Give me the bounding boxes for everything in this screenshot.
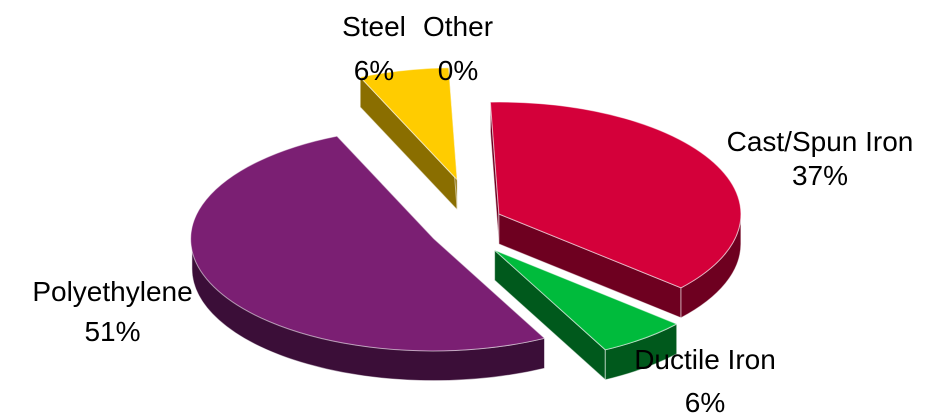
label-name: Ductile Iron [634, 344, 776, 375]
label-polyethylene: Polyethylene 51% [10, 275, 215, 349]
label-name: Cast/Spun Iron [726, 126, 914, 157]
label-value: 6% [353, 55, 395, 86]
label-value: 51% [84, 316, 141, 347]
label-value: 0% [437, 55, 479, 86]
label-other: Other 0% [414, 10, 502, 88]
label-steel: Steel 6% [332, 10, 416, 88]
label-value: 37% [791, 160, 849, 191]
label-name: Steel [342, 11, 406, 42]
label-cast-spun-iron: Cast/Spun Iron 37% [700, 125, 935, 193]
slice-top [190, 135, 546, 352]
pie-slice-steel [359, 67, 458, 212]
slice-top [494, 249, 678, 351]
pie-slice-polyethylene [190, 134, 546, 382]
label-value: 6% [684, 387, 726, 418]
label-name: Other [422, 11, 494, 42]
pie-slice-cast-spun-iron [489, 101, 742, 319]
label-name: Polyethylene [32, 276, 193, 307]
slice-top [359, 67, 458, 182]
slice-top [489, 101, 742, 289]
pie-slice-ductile-iron [494, 249, 678, 381]
label-ductile-iron: Ductile Iron 6% [615, 343, 795, 420]
